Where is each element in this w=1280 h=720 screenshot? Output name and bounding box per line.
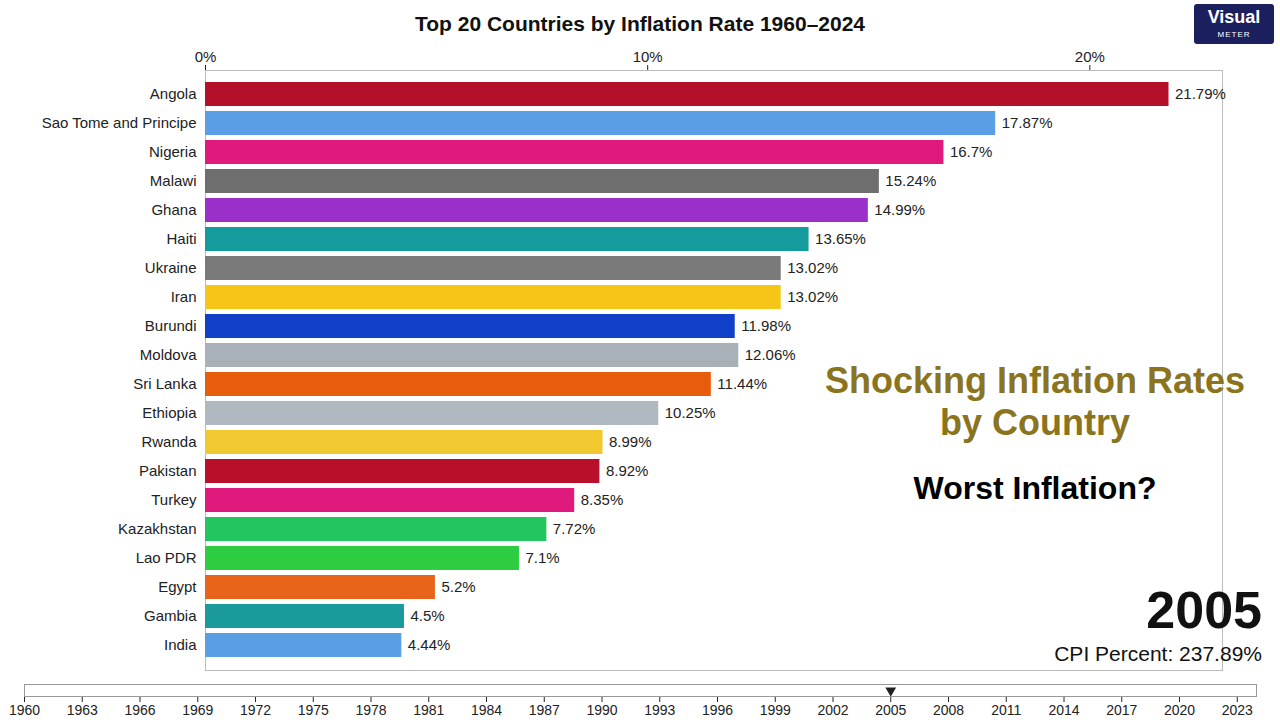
svg-text:2011: 2011 xyxy=(991,702,1021,718)
svg-text:1993: 1993 xyxy=(644,702,675,718)
svg-text:5.2%: 5.2% xyxy=(441,578,475,595)
svg-text:Pakistan: Pakistan xyxy=(139,462,197,479)
svg-text:1987: 1987 xyxy=(529,702,560,718)
svg-text:Kazakhstan: Kazakhstan xyxy=(118,520,196,537)
svg-text:Haiti: Haiti xyxy=(166,230,196,247)
svg-text:1969: 1969 xyxy=(182,702,213,718)
svg-text:4.5%: 4.5% xyxy=(410,607,444,624)
svg-text:20%: 20% xyxy=(1075,48,1105,65)
svg-text:Burundi: Burundi xyxy=(145,317,197,334)
svg-text:1966: 1966 xyxy=(124,702,155,718)
svg-text:Ukraine: Ukraine xyxy=(145,259,197,276)
svg-text:2017: 2017 xyxy=(1106,702,1137,718)
svg-text:15.24%: 15.24% xyxy=(885,172,936,189)
svg-text:1978: 1978 xyxy=(355,702,386,718)
svg-text:1972: 1972 xyxy=(240,702,271,718)
svg-text:7.1%: 7.1% xyxy=(525,549,559,566)
svg-text:Sri Lanka: Sri Lanka xyxy=(133,375,197,392)
svg-text:2005: 2005 xyxy=(875,702,906,718)
svg-text:2023: 2023 xyxy=(1222,702,1253,718)
svg-text:11.44%: 11.44% xyxy=(717,375,767,392)
svg-text:12.06%: 12.06% xyxy=(745,346,796,363)
svg-text:1984: 1984 xyxy=(471,702,502,718)
svg-text:Nigeria: Nigeria xyxy=(149,143,197,160)
html-text:2005: 2005 xyxy=(1146,581,1262,639)
svg-text:21.79%: 21.79% xyxy=(1175,85,1226,102)
svg-text:1963: 1963 xyxy=(67,702,98,718)
svg-text:16.7%: 16.7% xyxy=(950,143,993,160)
svg-text:17.87%: 17.87% xyxy=(1002,114,1053,131)
svg-text:8.99%: 8.99% xyxy=(609,433,652,450)
svg-text:10%: 10% xyxy=(633,48,663,65)
html-text:Worst Inflation?: Worst Inflation? xyxy=(913,470,1157,506)
svg-text:7.72%: 7.72% xyxy=(553,520,596,537)
svg-text:Gambia: Gambia xyxy=(144,607,197,624)
html-text:Shocking Inflation Rates by Co: Shocking Inflation Rates by Country xyxy=(825,360,1245,443)
svg-text:Sao Tome and Principe: Sao Tome and Principe xyxy=(42,114,197,131)
html-text:Top 20 Countries by Inflation: Top 20 Countries by Inflation Rate 1960–… xyxy=(415,12,865,35)
svg-text:11.98%: 11.98% xyxy=(741,317,791,334)
svg-text:1981: 1981 xyxy=(413,702,444,718)
svg-text:10.25%: 10.25% xyxy=(665,404,716,421)
svg-text:Iran: Iran xyxy=(171,288,197,305)
svg-text:13.65%: 13.65% xyxy=(815,230,866,247)
svg-text:0%: 0% xyxy=(195,48,217,65)
svg-text:1999: 1999 xyxy=(760,702,791,718)
svg-text:2002: 2002 xyxy=(817,702,848,718)
svg-text:Egypt: Egypt xyxy=(158,578,197,595)
html-text:CPI Percent: 237.89%: CPI Percent: 237.89% xyxy=(1054,642,1262,665)
svg-text:2020: 2020 xyxy=(1164,702,1195,718)
svg-text:1996: 1996 xyxy=(702,702,733,718)
svg-text:Angola: Angola xyxy=(150,85,197,102)
svg-text:1960: 1960 xyxy=(9,702,40,718)
svg-text:Ethiopia: Ethiopia xyxy=(142,404,197,421)
svg-text:14.99%: 14.99% xyxy=(874,201,925,218)
svg-text:Rwanda: Rwanda xyxy=(141,433,197,450)
svg-text:1975: 1975 xyxy=(298,702,329,718)
svg-text:Moldova: Moldova xyxy=(140,346,197,363)
svg-text:India: India xyxy=(164,636,197,653)
svg-text:13.02%: 13.02% xyxy=(787,259,838,276)
svg-text:Malawi: Malawi xyxy=(150,172,197,189)
svg-text:Lao PDR: Lao PDR xyxy=(136,549,197,566)
svg-text:4.44%: 4.44% xyxy=(408,636,451,653)
html-text:METER: METER xyxy=(1217,30,1251,39)
svg-text:2008: 2008 xyxy=(933,702,964,718)
svg-text:8.35%: 8.35% xyxy=(581,491,624,508)
html-text:Visual: Visual xyxy=(1207,7,1261,27)
svg-text:Turkey: Turkey xyxy=(151,491,197,508)
svg-text:8.92%: 8.92% xyxy=(606,462,649,479)
svg-text:Ghana: Ghana xyxy=(151,201,197,218)
svg-text:2014: 2014 xyxy=(1048,702,1079,718)
svg-text:13.02%: 13.02% xyxy=(787,288,838,305)
svg-text:1990: 1990 xyxy=(586,702,617,718)
